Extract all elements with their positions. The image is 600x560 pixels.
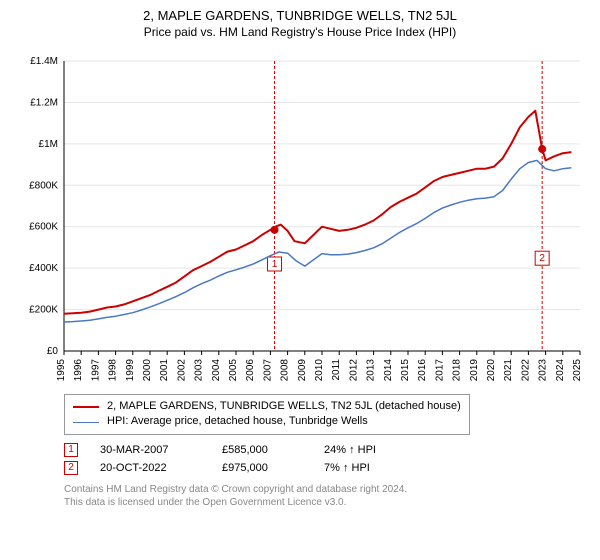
svg-text:2017: 2017 bbox=[434, 359, 445, 382]
svg-text:2015: 2015 bbox=[400, 359, 411, 382]
legend-row: HPI: Average price, detached house, Tunb… bbox=[73, 414, 461, 429]
svg-text:2025: 2025 bbox=[572, 359, 583, 382]
svg-text:£1M: £1M bbox=[39, 139, 58, 150]
svg-text:2008: 2008 bbox=[280, 359, 291, 382]
svg-text:1997: 1997 bbox=[90, 359, 101, 382]
marker-date: 30-MAR-2007 bbox=[100, 444, 200, 456]
svg-text:1998: 1998 bbox=[108, 359, 119, 382]
legend-row: 2, MAPLE GARDENS, TUNBRIDGE WELLS, TN2 5… bbox=[73, 399, 461, 414]
legend: 2, MAPLE GARDENS, TUNBRIDGE WELLS, TN2 5… bbox=[64, 394, 470, 435]
svg-text:2012: 2012 bbox=[348, 359, 359, 382]
svg-text:2019: 2019 bbox=[469, 359, 480, 382]
svg-text:2001: 2001 bbox=[159, 359, 170, 382]
marker-badge: 1 bbox=[64, 443, 78, 457]
svg-text:1: 1 bbox=[272, 259, 278, 270]
svg-text:£1.2M: £1.2M bbox=[30, 97, 58, 108]
marker-price: £585,000 bbox=[222, 444, 302, 456]
svg-text:2002: 2002 bbox=[176, 359, 187, 382]
svg-text:£600K: £600K bbox=[29, 222, 58, 233]
chart-subtitle: Price paid vs. HM Land Registry's House … bbox=[12, 25, 588, 39]
svg-text:2022: 2022 bbox=[520, 359, 531, 382]
svg-text:2023: 2023 bbox=[538, 359, 549, 382]
svg-text:2020: 2020 bbox=[486, 359, 497, 382]
chart-area: £0 £200K £400K £600K £800K £1M £1.2M £1.4M 1995 1… bbox=[12, 43, 588, 388]
svg-text:2: 2 bbox=[539, 253, 545, 264]
svg-text:2016: 2016 bbox=[417, 359, 428, 382]
marker-delta: 7% ↑ HPI bbox=[324, 462, 370, 474]
svg-text:1999: 1999 bbox=[125, 359, 136, 382]
svg-text:£200K: £200K bbox=[29, 305, 58, 316]
svg-text:2000: 2000 bbox=[142, 359, 153, 382]
legend-swatch bbox=[73, 422, 99, 423]
line-chart: £0 £200K £400K £600K £800K £1M £1.2M £1.4M 1995 1… bbox=[12, 43, 588, 383]
svg-text:£400K: £400K bbox=[29, 263, 58, 274]
legend-label: 2, MAPLE GARDENS, TUNBRIDGE WELLS, TN2 5… bbox=[107, 399, 461, 414]
svg-text:2003: 2003 bbox=[194, 359, 205, 382]
marker-date: 20-OCT-2022 bbox=[100, 462, 200, 474]
legend-swatch bbox=[73, 406, 99, 408]
svg-text:2011: 2011 bbox=[331, 359, 342, 381]
footnote: Contains HM Land Registry data © Crown c… bbox=[64, 483, 588, 509]
svg-text:£800K: £800K bbox=[29, 180, 58, 191]
svg-text:2005: 2005 bbox=[228, 359, 239, 382]
svg-text:2006: 2006 bbox=[245, 359, 256, 382]
svg-text:2007: 2007 bbox=[262, 359, 273, 382]
svg-text:2024: 2024 bbox=[555, 359, 566, 382]
marker-table-row: 1 30-MAR-2007 £585,000 24% ↑ HPI bbox=[64, 443, 588, 457]
svg-text:1995: 1995 bbox=[56, 359, 67, 382]
chart-title: 2, MAPLE GARDENS, TUNBRIDGE WELLS, TN2 5… bbox=[12, 8, 588, 23]
svg-text:£1.4M: £1.4M bbox=[30, 56, 58, 67]
svg-text:2018: 2018 bbox=[452, 359, 463, 382]
marker-table: 1 30-MAR-2007 £585,000 24% ↑ HPI 2 20-OCT-202… bbox=[64, 439, 588, 479]
svg-text:2004: 2004 bbox=[211, 359, 222, 382]
marker-price: £975,000 bbox=[222, 462, 302, 474]
svg-text:£0: £0 bbox=[47, 346, 59, 357]
marker-table-row: 2 20-OCT-2022 £975,000 7% ↑ HPI bbox=[64, 461, 588, 475]
svg-text:2021: 2021 bbox=[503, 359, 514, 382]
svg-text:2013: 2013 bbox=[366, 359, 377, 382]
legend-label: HPI: Average price, detached house, Tunb… bbox=[107, 414, 368, 429]
svg-text:2009: 2009 bbox=[297, 359, 308, 382]
footnote-line: Contains HM Land Registry data © Crown c… bbox=[64, 483, 588, 496]
svg-text:2010: 2010 bbox=[314, 359, 325, 382]
svg-text:2014: 2014 bbox=[383, 359, 394, 382]
svg-text:1996: 1996 bbox=[73, 359, 84, 382]
footnote-line: This data is licensed under the Open Gov… bbox=[64, 496, 588, 509]
marker-delta: 24% ↑ HPI bbox=[324, 444, 376, 456]
marker-badge: 2 bbox=[64, 461, 78, 475]
